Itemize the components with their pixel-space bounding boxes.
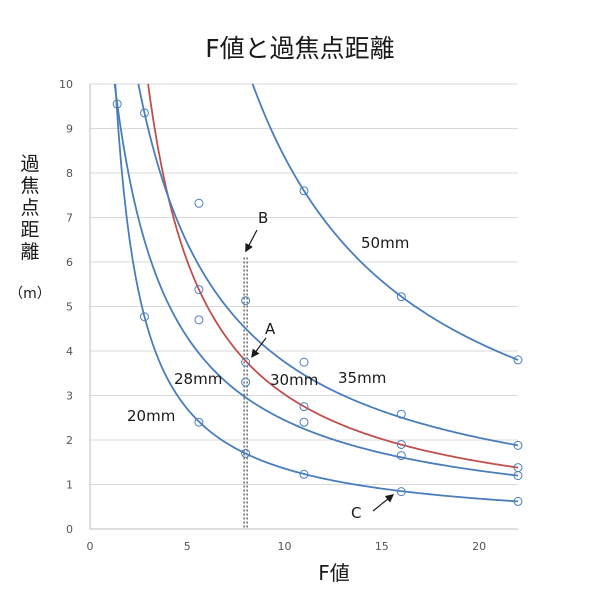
point-20mm-1 [194,417,204,427]
x-tick-label-3: 15 [375,540,389,553]
series-label-28mm: 28mm [174,370,222,388]
x-tick-label-0: 0 [87,540,94,553]
series-line-30mm [147,83,519,469]
annotations: A B C [245,209,394,522]
y-tick-label-6: 6 [66,256,73,269]
point-35mm-1 [194,198,204,208]
point-35mm-3 [299,357,309,367]
series-label-30mm: 30mm [270,371,318,389]
y-axis-label-char-4: 離 [20,241,39,263]
point-35mm-4 [396,409,406,419]
grid [90,83,518,485]
point-20mm-2 [241,448,251,458]
series-line-28mm [113,83,519,477]
point-30mm-2 [299,402,309,412]
point-30mm-1 [241,357,251,367]
point-28mm-4 [396,451,406,461]
y-tick-label-5: 5 [66,301,73,314]
y-tick-label-7: 7 [66,212,73,225]
annotation-arrow-B [245,229,258,253]
y-tick-label-9: 9 [66,123,73,136]
vertical-marker [243,257,248,529]
y-axis-label-char-1: 焦 [20,175,39,197]
y-tick-label-2: 2 [66,434,73,447]
y-tick-label-0: 0 [66,523,73,536]
annotation-arrow-A [251,337,267,358]
point-50mm-1 [396,292,406,302]
point-35mm-2 [241,296,251,306]
series-label-35mm: 35mm [338,369,386,387]
series-label-50mm: 50mm [361,234,409,252]
chart-title: F値と過焦点距離 [205,34,394,63]
point-35mm-5 [513,440,523,450]
series-label-20mm: 20mm [127,407,175,425]
point-28mm-2 [241,377,251,387]
series-curves [113,83,519,503]
point-30mm-3 [396,439,406,449]
y-axis-label-char-3: 距 [20,219,39,241]
axes [89,84,518,530]
point-20mm-5 [513,496,523,506]
x-tick-label-1: 5 [184,540,191,553]
series-line-50mm [251,83,519,361]
point-35mm-0 [139,108,149,118]
series-labels: 20mm 28mm 30mm 35mm 50mm [127,234,409,425]
y-axis-label: 過焦点距離 （m） [9,153,51,302]
point-30mm-4 [513,463,523,473]
x-axis-label: F値 [318,561,350,585]
y-tick-label-4: 4 [66,345,73,358]
annotation-label-C: C [351,504,361,522]
y-tick-label-8: 8 [66,167,73,180]
annotation-label-A: A [265,320,276,338]
point-50mm-0 [299,186,309,196]
point-20mm-3 [299,469,309,479]
annotation-label-B: B [258,209,268,227]
point-28mm-0 [112,99,122,109]
point-28mm-3 [299,417,309,427]
x-tick-label-2: 10 [278,540,292,553]
y-tick-label-1: 1 [66,479,73,492]
point-20mm-0 [139,312,149,322]
point-30mm-0 [194,285,204,295]
point-50mm-2 [513,355,523,365]
x-tick-label-4: 20 [472,540,486,553]
ticks: 0 1 2 3 4 5 6 7 8 9 10 0 5 10 15 20 [59,78,486,553]
point-28mm-1 [194,315,204,325]
series-line-35mm [137,83,519,447]
series-points [112,99,523,506]
y-tick-label-3: 3 [66,390,73,403]
series-line-20mm [114,83,519,503]
y-tick-label-10: 10 [59,78,73,91]
y-axis-label-char-2: 点 [20,197,39,219]
point-20mm-4 [396,487,406,497]
y-axis-label-char-0: 過 [20,153,39,175]
annotation-arrow-C [372,494,394,512]
y-axis-label-unit: （m） [9,286,51,302]
